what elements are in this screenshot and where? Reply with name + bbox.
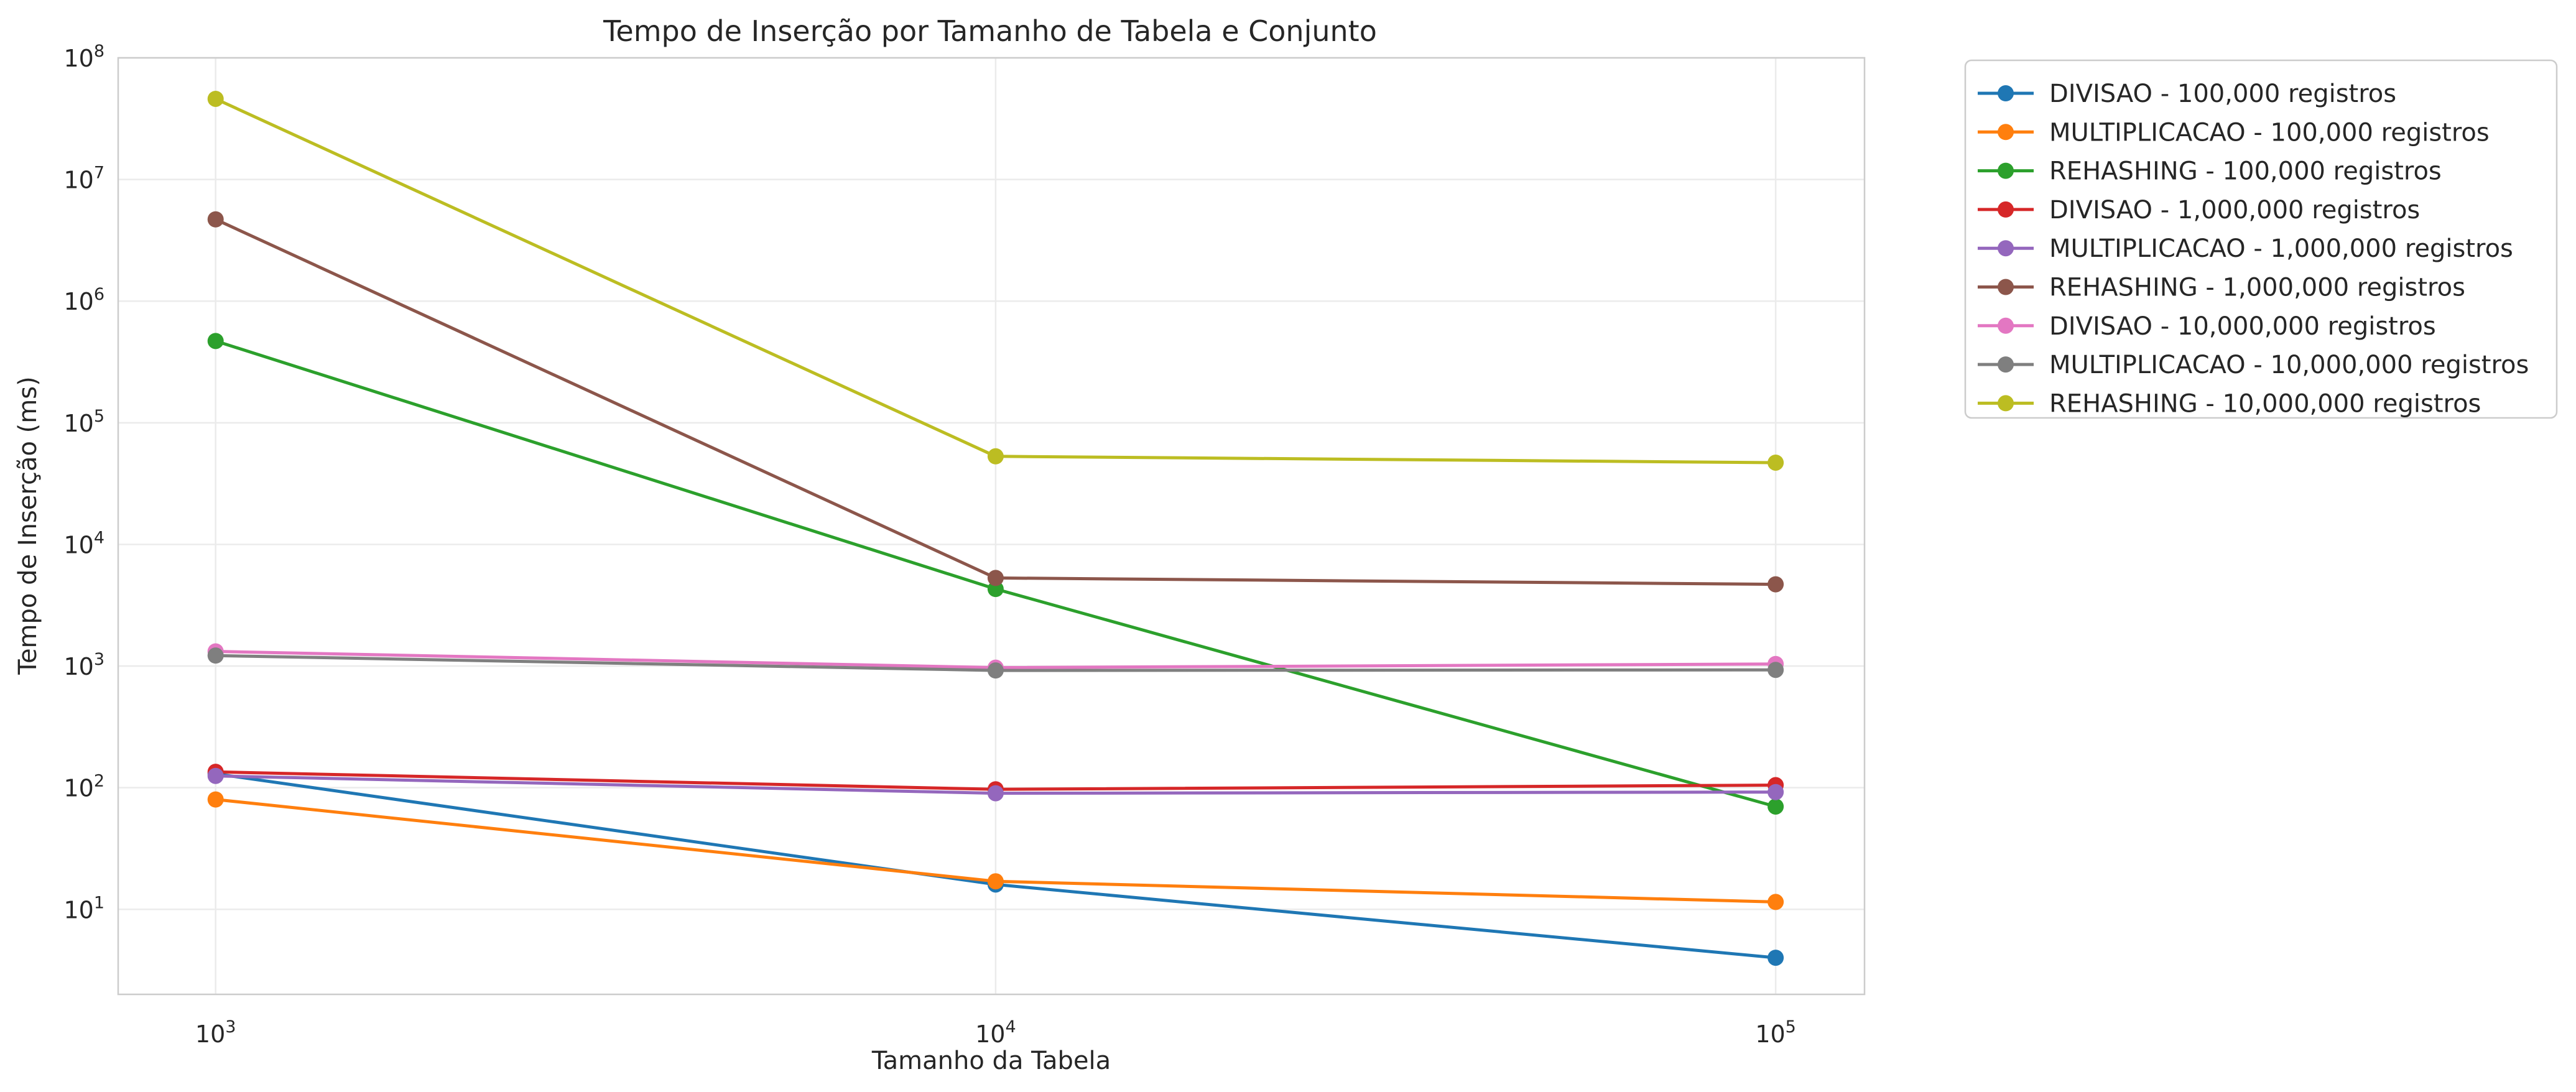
data-point (1768, 662, 1784, 678)
data-point (207, 90, 224, 107)
legend-frame (1964, 59, 2558, 419)
y-tick-label: 103 (63, 650, 104, 680)
series-5 (207, 767, 1784, 802)
legend-label: REHASHING - 100,000 registros (2049, 157, 2442, 186)
legend-swatch-marker (1998, 240, 2014, 257)
data-point (207, 647, 224, 664)
legend-label: DIVISAO - 100,000 registros (2049, 80, 2396, 108)
legend-item: REHASHING - 10,000,000 registros (1978, 389, 2481, 418)
y-tick-label: 107 (63, 164, 104, 194)
legend-label: REHASHING - 10,000,000 registros (2049, 389, 2481, 418)
data-point (1768, 784, 1784, 800)
legend-swatch-marker (1998, 85, 2014, 101)
y-tick-label: 106 (63, 285, 104, 315)
y-tick-label: 101 (63, 893, 104, 923)
data-point (207, 211, 224, 228)
legend-label: DIVISAO - 1,000,000 registros (2049, 196, 2420, 224)
data-point (987, 570, 1004, 586)
legend-swatch-marker (1998, 279, 2014, 295)
chart-title: Tempo de Inserção por Tamanho de Tabela … (603, 14, 1377, 48)
legend-label: MULTIPLICACAO - 100,000 registros (2049, 118, 2490, 147)
y-tick-label: 104 (63, 528, 104, 558)
series-6 (207, 211, 1784, 593)
data-point (987, 785, 1004, 802)
x-tick-label: 104 (975, 1017, 1016, 1048)
legend-swatch-marker (1998, 124, 2014, 141)
legend-item: DIVISAO - 1,000,000 registros (1978, 196, 2420, 224)
data-point (987, 873, 1004, 890)
y-axis-label: Tempo de Inserção (ms) (14, 376, 42, 675)
x-axis-label: Tamanho da Tabela (871, 1047, 1111, 1075)
series-2 (207, 791, 1784, 910)
tick-labels: 103 104 105 101 102 103 104 105 106 107 108 (63, 42, 1795, 1048)
data-point (207, 767, 224, 784)
y-tick-label: 102 (63, 772, 104, 802)
legend-item: MULTIPLICACAO - 10,000,000 registros (1978, 351, 2529, 379)
data-point (987, 581, 1004, 598)
data-point (1768, 798, 1784, 815)
data-point (1768, 454, 1784, 471)
legend-swatch-marker (1998, 317, 2014, 334)
series-9 (207, 90, 1784, 471)
legend-item: MULTIPLICACAO - 100,000 registros (1978, 118, 2490, 147)
legend: DIVISAO - 100,000 registros MULTIPLICACAO… (1964, 59, 2558, 419)
legend-label: REHASHING - 1,000,000 registros (2049, 274, 2465, 302)
plot-area-frame (117, 57, 1866, 996)
legend-swatch-marker (1998, 395, 2014, 412)
legend-swatch-marker (1998, 356, 2014, 373)
data-series (207, 90, 1784, 966)
data-point (207, 791, 224, 808)
data-point (1768, 576, 1784, 593)
legend-item: REHASHING - 100,000 registros (1978, 157, 2442, 186)
legend-item: REHASHING - 1,000,000 registros (1978, 274, 2465, 302)
x-tick-label: 103 (195, 1017, 236, 1048)
x-tick-label: 105 (1755, 1017, 1796, 1048)
series-8 (207, 647, 1784, 679)
legend-label: MULTIPLICACAO - 1,000,000 registros (2049, 234, 2513, 263)
legend-swatch-marker (1998, 162, 2014, 179)
legend-item: MULTIPLICACAO - 1,000,000 registros (1978, 234, 2513, 263)
legend-swatch-marker (1998, 201, 2014, 218)
data-point (987, 448, 1004, 465)
data-point (987, 662, 1004, 679)
series-3 (207, 333, 1784, 815)
legend-label: DIVISAO - 10,000,000 registros (2049, 312, 2436, 341)
legend-label: MULTIPLICACAO - 10,000,000 registros (2049, 351, 2529, 379)
data-point (1768, 894, 1784, 910)
y-tick-label: 108 (63, 42, 104, 72)
data-point (207, 333, 224, 349)
y-tick-label: 105 (63, 407, 104, 437)
legend-item: DIVISAO - 100,000 registros (1978, 80, 2396, 108)
data-point (1768, 950, 1784, 966)
legend-item: DIVISAO - 10,000,000 registros (1978, 312, 2436, 341)
